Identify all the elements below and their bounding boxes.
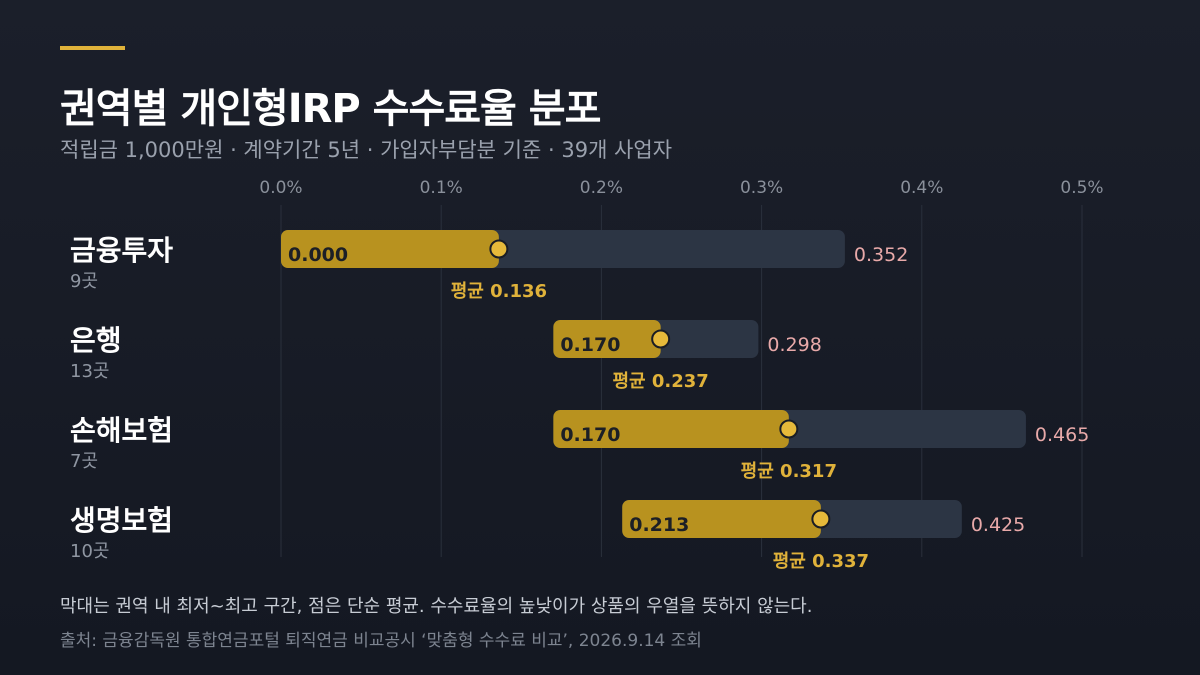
- average-dot: [489, 239, 509, 259]
- category-count: 9곳: [70, 271, 98, 292]
- x-tick-label: 0.3%: [740, 178, 783, 198]
- category-label: 은행: [70, 324, 122, 357]
- average-fill-bar: [622, 500, 821, 538]
- min-value-label: 0.170: [560, 334, 620, 356]
- average-fill-bar: [281, 230, 499, 268]
- category-label: 생명보험: [70, 504, 173, 537]
- min-value-label: 0.213: [629, 514, 689, 536]
- average-fill-bar: [553, 410, 789, 448]
- average-label: 평균 0.337: [773, 551, 869, 572]
- category-count: 13곳: [70, 361, 109, 382]
- chart-source: 출처: 금융감독원 통합연금포털 퇴직연금 비교공시 ‘맞춤형 수수료 비교’,…: [60, 631, 702, 651]
- category-label: 금융투자: [70, 234, 173, 267]
- x-tick-label: 0.4%: [900, 178, 943, 198]
- max-value-label: 0.425: [971, 514, 1025, 536]
- average-prefix: 평균: [613, 371, 652, 392]
- average-dot: [811, 509, 831, 529]
- max-value-label: 0.465: [1035, 424, 1089, 446]
- chart-title: 권역별 개인형IRP 수수료율 분포: [60, 86, 601, 132]
- average-value: 0.337: [812, 551, 869, 572]
- average-prefix: 평균: [773, 551, 812, 572]
- chart-note: 막대는 권역 내 최저~최고 구간, 점은 단순 평균. 수수료율의 높낮이가 …: [60, 596, 813, 617]
- average-prefix: 평균: [741, 461, 780, 482]
- x-tick-label: 0.0%: [259, 178, 302, 198]
- x-tick-label: 0.1%: [420, 178, 463, 198]
- max-value-label: 0.352: [854, 244, 908, 266]
- average-label: 평균 0.237: [613, 371, 709, 392]
- average-label: 평균 0.136: [451, 281, 547, 302]
- x-tick-label: 0.5%: [1060, 178, 1103, 198]
- average-label: 평균 0.317: [741, 461, 837, 482]
- chart-subtitle: 적립금 1,000만원 · 계약기간 5년 · 가입자부담분 기준 · 39개 …: [60, 138, 673, 162]
- x-tick-label: 0.2%: [580, 178, 623, 198]
- category-count: 7곳: [70, 451, 98, 472]
- average-prefix: 평균: [451, 281, 490, 302]
- average-dot: [651, 329, 671, 349]
- average-value: 0.317: [780, 461, 837, 482]
- average-fill-bar: [553, 320, 661, 358]
- max-value-label: 0.298: [767, 334, 821, 356]
- average-value: 0.136: [490, 281, 547, 302]
- title-accent-bar: [60, 46, 125, 50]
- average-dot: [779, 419, 799, 439]
- min-value-label: 0.000: [288, 244, 348, 266]
- category-count: 10곳: [70, 541, 109, 562]
- min-value-label: 0.170: [560, 424, 620, 446]
- range-chart: 0.0% 0.1% 0.2% 0.3% 0.4% 0.5% 금융투자 9곳 0.000 0.352…: [70, 178, 1104, 572]
- average-value: 0.237: [652, 371, 709, 392]
- category-label: 손해보험: [70, 414, 173, 447]
